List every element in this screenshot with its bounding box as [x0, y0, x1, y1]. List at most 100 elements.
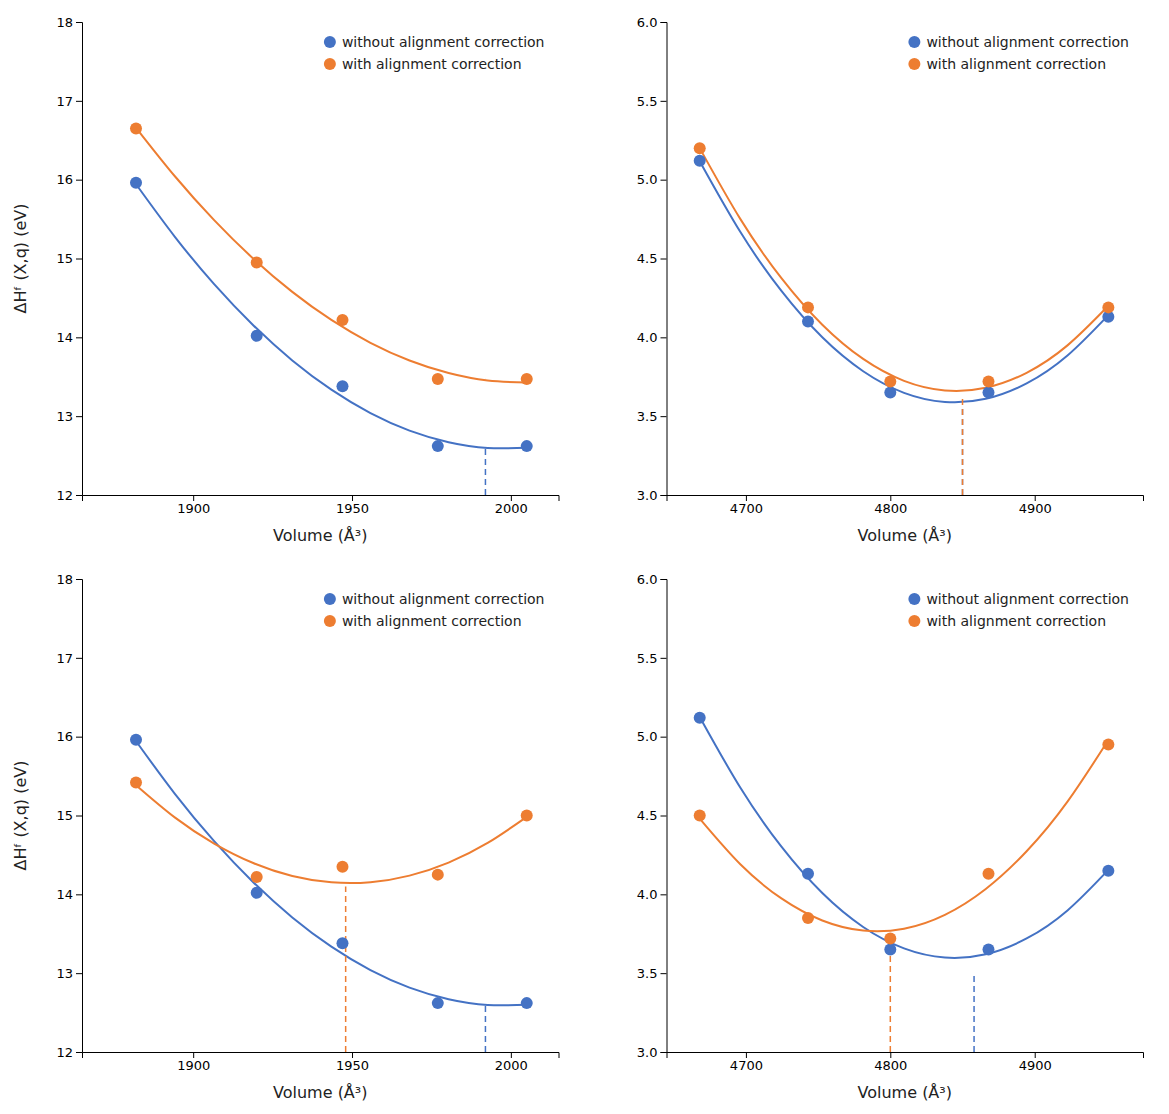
lines [700, 148, 1109, 495]
y-tick: 16 [56, 729, 82, 744]
y-tick: 12 [56, 1045, 82, 1060]
legend-item: without alignment correction [324, 591, 545, 607]
y-tick: 3.0 [637, 1045, 667, 1060]
y-tick: 6.0 [637, 15, 667, 30]
y-tick-mark [661, 22, 667, 23]
y-tick: 18 [56, 15, 82, 30]
legend-marker [908, 593, 920, 605]
y-tick-mark [661, 180, 667, 181]
point [521, 440, 533, 452]
legend-label: with alignment correction [926, 613, 1106, 629]
plot-area [694, 142, 1115, 495]
y-tick-label: 6.0 [637, 15, 658, 30]
panel: 4700480049003.03.54.04.55.05.56.0Volume … [637, 15, 1144, 545]
x-axis: 190019502000 [83, 495, 560, 516]
point [884, 387, 896, 399]
dashed-line [962, 397, 964, 495]
y-tick-mark [661, 259, 667, 260]
y-tick-label: 5.0 [637, 729, 658, 744]
x-tick-mark [352, 495, 353, 501]
x-tick-label: 4900 [1019, 501, 1052, 516]
x-tick-label: 4700 [730, 501, 763, 516]
legend-label: without alignment correction [342, 591, 545, 607]
lines [136, 128, 527, 495]
x-tick-mark [746, 495, 747, 501]
y-tick-label: 12 [56, 1045, 73, 1060]
y-tick-mark [76, 658, 82, 659]
fit-line [700, 148, 1109, 391]
y-tick-mark [661, 973, 667, 974]
y-tick-mark [76, 1052, 82, 1053]
y-tick: 4.0 [637, 330, 667, 345]
point [802, 868, 814, 880]
point [336, 314, 348, 326]
point [884, 944, 896, 956]
point [251, 871, 263, 883]
y-tick-mark [661, 894, 667, 895]
y-axis: 12131415161718 [56, 572, 82, 1060]
dashed-line [345, 886, 347, 1052]
y-tick-label: 4.0 [637, 330, 658, 345]
legend: without alignment correctionwith alignme… [324, 34, 545, 72]
fit-line [700, 740, 1109, 931]
y-axis-line [76, 580, 83, 1053]
y-tick-label: 5.5 [637, 93, 658, 108]
y-tick-mark [76, 816, 82, 817]
y-tick: 5.0 [637, 729, 667, 744]
point [521, 997, 533, 1009]
y-tick-label: 17 [56, 93, 73, 108]
figure: 19001950200012131415161718Volume (Å³)ΔHᶠ… [0, 0, 1169, 1114]
point [982, 944, 994, 956]
x-tick-mark [890, 1052, 891, 1058]
legend-label: with alignment correction [342, 613, 522, 629]
panel: 19001950200012131415161718Volume (Å³)ΔHᶠ… [11, 15, 559, 545]
x-tick: 4700 [730, 1052, 763, 1073]
x-tick-mark [193, 1052, 194, 1058]
y-tick: 4.5 [637, 808, 667, 823]
y-tick-mark [661, 1052, 667, 1053]
point [130, 122, 142, 134]
x-tick: 1900 [177, 1052, 210, 1073]
plot-area [130, 122, 533, 495]
point [694, 810, 706, 822]
y-tick-mark [76, 180, 82, 181]
point [130, 776, 142, 788]
legend-item: without alignment correction [908, 34, 1129, 50]
x-tick: 4800 [874, 1052, 907, 1073]
y-tick-label: 12 [56, 488, 73, 503]
legend-label: with alignment correction [342, 56, 522, 72]
y-tick-label: 4.5 [637, 251, 658, 266]
legend-item: without alignment correction [908, 591, 1129, 607]
y-tick-mark [76, 337, 82, 338]
points [130, 122, 533, 452]
fit-line [136, 741, 527, 1005]
x-axis-title: Volume (Å³) [858, 526, 952, 545]
x-axis-title: Volume (Å³) [273, 1083, 367, 1102]
y-axis: 3.03.54.04.55.05.56.0 [637, 572, 667, 1060]
y-tick: 13 [56, 966, 82, 981]
x-tick-mark [511, 1052, 512, 1058]
legend-label: without alignment correction [926, 34, 1129, 50]
lines [700, 717, 1109, 1052]
y-tick-label: 3.0 [637, 488, 658, 503]
point [982, 387, 994, 399]
y-tick: 13 [56, 409, 82, 424]
point [802, 316, 814, 328]
point [982, 375, 994, 387]
y-tick-mark [76, 894, 82, 895]
point [1102, 739, 1114, 751]
y-tick-label: 13 [56, 966, 73, 981]
y-tick: 14 [56, 887, 82, 902]
legend-marker [324, 593, 336, 605]
point [1102, 301, 1114, 313]
x-axis-title: Volume (Å³) [273, 526, 367, 545]
y-tick-mark [661, 416, 667, 417]
y-tick-mark [76, 101, 82, 102]
point [694, 155, 706, 167]
panel: 19001950200012131415161718Volume (Å³)ΔHᶠ… [11, 572, 559, 1102]
y-tick: 5.5 [637, 93, 667, 108]
y-tick-mark [76, 22, 82, 23]
point [336, 380, 348, 392]
y-tick: 3.5 [637, 409, 667, 424]
x-tick-mark [746, 1052, 747, 1058]
